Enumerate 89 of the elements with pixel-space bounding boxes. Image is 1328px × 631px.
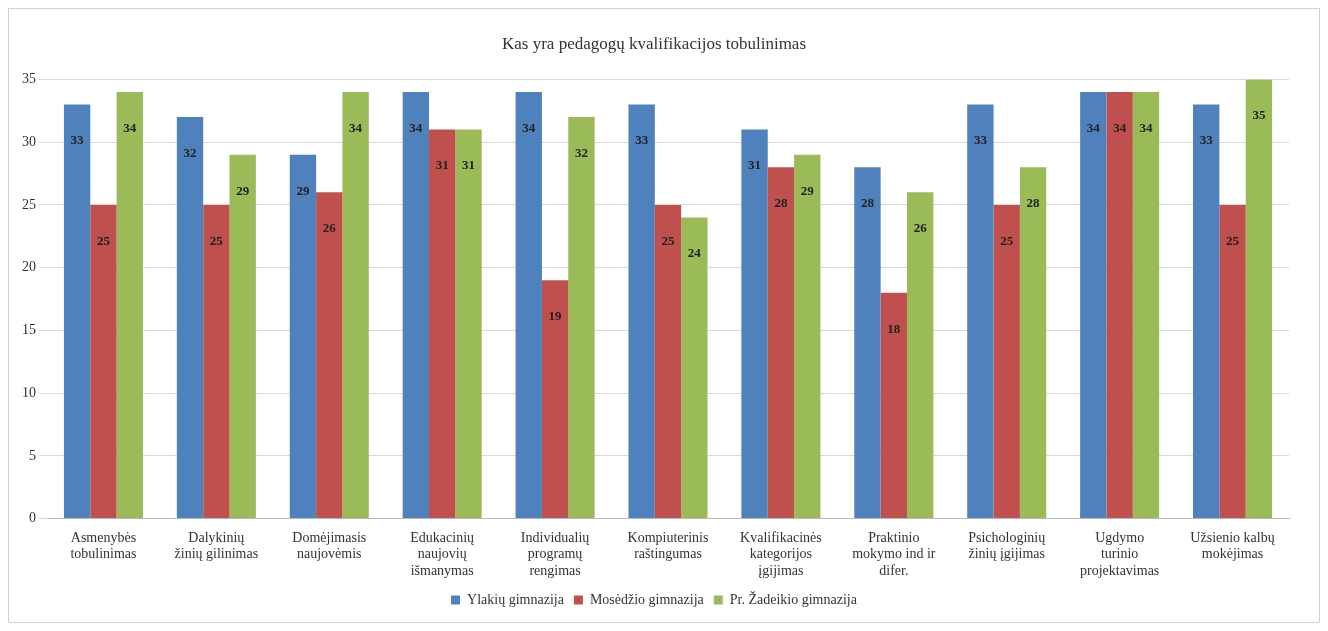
bar (229, 154, 256, 519)
bar (116, 91, 143, 519)
data-label: 28 (1026, 195, 1041, 211)
data-label: 32 (183, 144, 197, 160)
bar (1132, 91, 1160, 519)
x-tick-label: Praktinio mokymo ind ir difer. (852, 529, 936, 579)
bar (176, 117, 204, 519)
data-label: 34 (123, 119, 137, 135)
data-label: 33 (1199, 132, 1214, 148)
data-label: 25 (1000, 232, 1014, 248)
chart-title: Kas yra pedagogų kvalifikacijos tobulinimas (501, 33, 807, 53)
x-tick-label: Dalykinių žinių gilinimas (174, 529, 259, 562)
data-label: 29 (236, 182, 250, 198)
x-tick-label: Kvalifikacinės kategorijos įgijimas (740, 529, 822, 579)
data-label: 25 (661, 232, 675, 248)
y-tick-label: 20 (22, 259, 36, 275)
x-tick-label: Psichologinių žinių įgijimas (968, 529, 1046, 562)
data-label: 31 (462, 157, 476, 173)
bar (1019, 167, 1047, 519)
bar (1080, 91, 1107, 519)
x-tick-label: Kompiuterinis raštingumas (627, 529, 709, 562)
bar (681, 217, 708, 519)
bar (1219, 204, 1246, 519)
bar (515, 91, 542, 519)
legend-label: Ylakių gimnazija (467, 591, 565, 607)
data-label: 24 (687, 245, 702, 261)
bar (1106, 91, 1133, 519)
data-label: 28 (860, 195, 875, 211)
y-tick-label: 0 (29, 510, 36, 526)
bar (541, 280, 569, 519)
bar (342, 91, 369, 519)
bar (767, 167, 795, 519)
bar (654, 204, 682, 519)
data-label: 25 (96, 232, 111, 248)
data-label: 33 (973, 132, 988, 148)
data-label: 34 (1139, 119, 1153, 135)
x-tick-label: Asmenybės tobulinimas (70, 529, 137, 562)
data-label: 26 (322, 220, 337, 236)
y-tick-label: 25 (22, 196, 36, 212)
data-label: 29 (800, 182, 815, 198)
data-label: 25 (1226, 232, 1240, 248)
bar (63, 104, 91, 519)
bar (741, 129, 768, 519)
bar (402, 91, 430, 519)
data-label: 34 (1086, 119, 1101, 135)
bar (854, 167, 881, 519)
x-tick-label: Edukacinių naujovių išmanymas (410, 529, 475, 579)
data-label: 34 (409, 119, 423, 135)
bar (880, 292, 907, 519)
bar (289, 154, 317, 519)
data-label: 33 (635, 132, 649, 148)
bar (568, 117, 595, 519)
bar (628, 104, 655, 519)
bar (316, 192, 343, 519)
data-label: 26 (913, 220, 928, 236)
y-tick-label: 30 (22, 133, 36, 149)
y-tick-label: 5 (29, 447, 36, 463)
data-label: 34 (522, 119, 536, 135)
data-label: 33 (70, 132, 85, 148)
bar (906, 192, 934, 519)
data-label: 29 (296, 182, 310, 198)
x-tick-label: Ugdymo turinio projektavimas (1079, 529, 1160, 579)
bar (90, 204, 117, 519)
y-tick-label: 15 (22, 322, 36, 338)
bar (203, 204, 230, 519)
data-label: 35 (1252, 107, 1266, 123)
bar (1245, 79, 1273, 519)
data-label: 34 (1113, 119, 1127, 135)
bar (1193, 104, 1220, 519)
data-label: 25 (209, 232, 224, 248)
data-label: 28 (774, 195, 788, 211)
y-tick-label: 10 (22, 384, 36, 400)
bar (429, 129, 456, 519)
x-tick-label: Užsienio kalbų mokėjimas (1190, 529, 1275, 562)
y-tick-label: 35 (22, 71, 36, 87)
x-tick-label: Individualių programų rengimas (520, 529, 590, 579)
data-label: 31 (748, 157, 762, 173)
data-label: 34 (349, 119, 363, 135)
bar (967, 104, 994, 519)
bar (993, 204, 1020, 519)
bar (794, 154, 821, 519)
data-label: 31 (435, 157, 449, 173)
x-tick-label: Domėjimasis naujovėmis (292, 529, 367, 562)
legend-label: Mosėdžio gimnazija (589, 591, 705, 607)
data-label: 19 (548, 308, 563, 324)
bar (455, 129, 482, 519)
data-label: 32 (574, 144, 588, 160)
data-label: 18 (887, 320, 901, 336)
legend-label: Pr. Žadeikio gimnazija (729, 590, 858, 607)
